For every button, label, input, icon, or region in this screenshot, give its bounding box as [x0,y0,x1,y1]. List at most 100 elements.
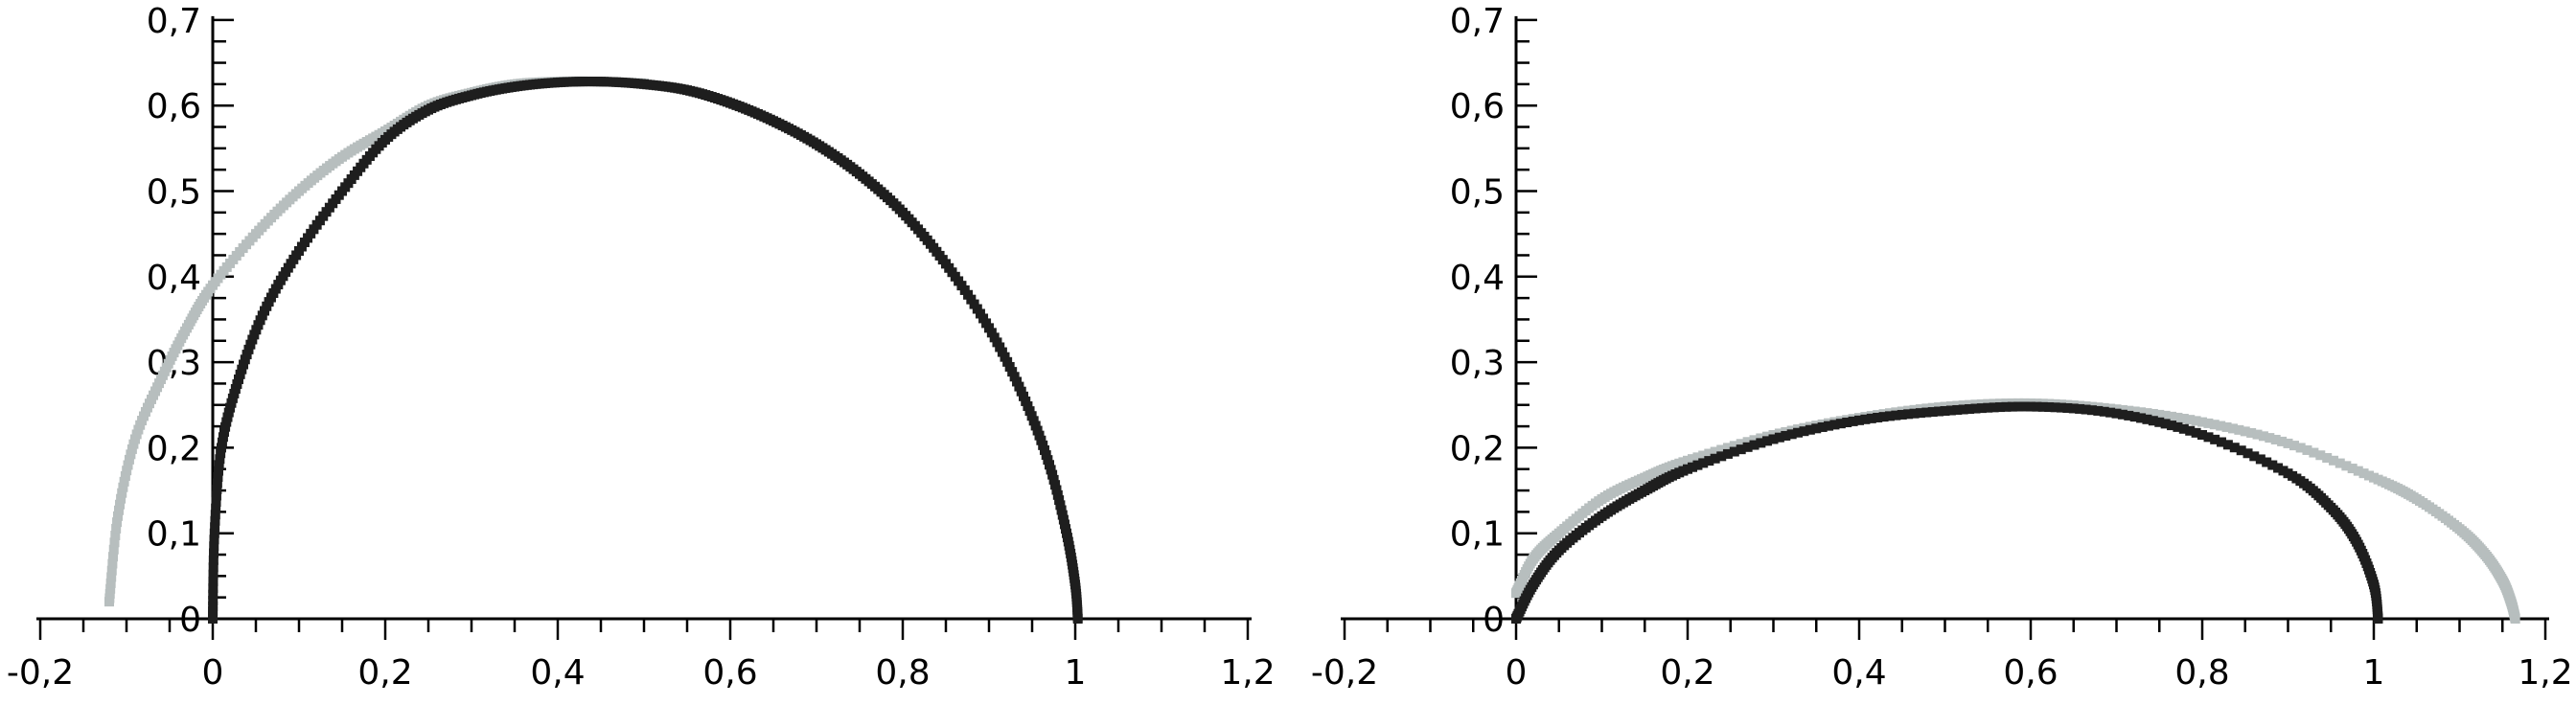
left-series-1-marker [208,582,218,593]
right-series-1-marker [1824,421,1834,431]
right-y-tick-label: 0 [1483,601,1505,640]
right-chart-panel: -0,2 0 0,2 0,4 0,6 0,8 1 1,2 0 0,1 0,2 0,3 0,4 0,5 0,6… [1311,2,2573,693]
left-y-tick-label: 0,2 [147,429,201,468]
left-series-1-marker [1002,356,1013,367]
right-series-1-marker [1927,407,1938,418]
left-series-1-marker [218,432,228,443]
right-series-0-marker [2142,408,2152,419]
left-series-1-marker [232,379,242,390]
right-series-0-marker [2209,420,2220,430]
left-series-1-marker [1056,505,1067,515]
left-series-1-marker [210,515,220,526]
right-series-1-marker [1742,442,1753,452]
right-series-1-marker [1736,444,1746,455]
left-series-1-marker [1000,352,1010,362]
right-series-0-marker [2178,414,2189,424]
right-series-1-marker [2050,402,2060,413]
right-series-1-marker [1729,446,1739,457]
left-series-1-marker [208,605,218,616]
right-series-0-marker [1698,450,1709,461]
right-series-1-marker [1793,427,1804,438]
left-x-tick-label: 0 [202,653,224,693]
right-series-1-marker [1903,409,1914,420]
right-series-1-marker [1848,416,1858,426]
right-series-1-marker [1762,436,1773,446]
right-series-0-marker [2185,415,2196,425]
right-series-1-marker [2075,403,2085,414]
right-series-0-marker [2265,433,2275,443]
left-series-0-marker [120,470,130,481]
right-series-1-marker [1749,440,1760,450]
left-series-1-marker [210,522,220,533]
right-series-0-marker [2347,464,2358,474]
right-series-1-marker [2007,401,2017,412]
right-series-1-marker [2373,614,2383,624]
left-series-1-marker [208,589,218,600]
right-series-0-marker [2173,412,2183,422]
left-series-0-marker [105,583,116,594]
right-series-0-marker [2227,423,2238,434]
left-series-1-marker [1052,489,1063,500]
right-x-tick-label: 0,4 [1831,653,1886,693]
left-series-1-marker [1004,361,1015,372]
right-series-1-marker [1958,404,1968,415]
right-series-1-marker [2062,402,2073,413]
right-series-1-marker [2173,421,2183,432]
right-series-1-marker [1915,408,1925,419]
right-series-1-marker [2148,416,2158,426]
right-series-1 [1511,401,2383,624]
left-series-1-marker [1032,425,1043,436]
left-series-1-marker [216,448,226,459]
right-series-0-marker [1742,437,1753,447]
left-series-1-marker [208,555,218,565]
left-series-0-marker [126,443,137,454]
right-series-0-marker [2510,614,2520,624]
left-x-tick-label: 1 [1065,653,1087,693]
left-series-0-marker [130,434,140,444]
left-series-1-marker [215,454,225,465]
left-series-1-marker [1021,396,1031,406]
right-series-1-marker [2191,427,2201,438]
left-series-0-marker [128,439,139,449]
right-series-1-marker [2001,401,2012,412]
right-series-1-marker [2124,410,2134,421]
right-series-1-marker [1976,403,1987,414]
right-series-0-marker [2322,453,2333,464]
left-series-1-marker [211,503,221,513]
left-series-1-marker [217,437,227,447]
left-series-1-marker [1072,614,1083,624]
right-y-tick-label: 0,5 [1450,173,1505,213]
right-series-1-marker [1921,407,1932,418]
left-series-1-marker [209,548,219,558]
right-series-1-marker [1934,406,1944,417]
right-x-tick-label: 0,6 [2003,653,2058,693]
right-series-0-marker [2160,410,2171,421]
right-series-1-marker [2222,440,2233,450]
left-series-0-marker [123,460,133,470]
left-series-1-marker [209,528,219,538]
left-series-0-marker [104,588,115,599]
left-series-1-marker [1048,474,1059,485]
right-y-tick-label: 0,7 [1450,2,1505,41]
right-series-0-marker [2270,434,2281,444]
right-series-0-marker [2315,450,2326,461]
right-series-0-marker [2302,444,2312,455]
left-series-1-marker [214,460,224,470]
left-series-0-marker [112,517,123,528]
left-y-tick-label: 0,4 [147,259,201,298]
left-x-tick-label: -0,2 [7,653,74,693]
left-series-1-marker [1007,367,1018,377]
right-series-0-marker [1716,444,1727,455]
right-series-1-marker [2185,425,2196,436]
right-series-1-marker [1945,405,1956,416]
right-series-0-marker [2341,461,2352,471]
right-series-1-marker [2037,401,2048,412]
right-series-1-marker [1989,402,1999,413]
right-series-1-marker [1952,404,1963,415]
right-series-1-marker [1805,424,1815,435]
left-series-0-marker [113,511,123,521]
left-series-0-marker [105,578,116,588]
left-series-0-marker [108,544,119,555]
left-series-1-marker [1036,435,1046,445]
left-series-1-marker [1023,401,1033,412]
